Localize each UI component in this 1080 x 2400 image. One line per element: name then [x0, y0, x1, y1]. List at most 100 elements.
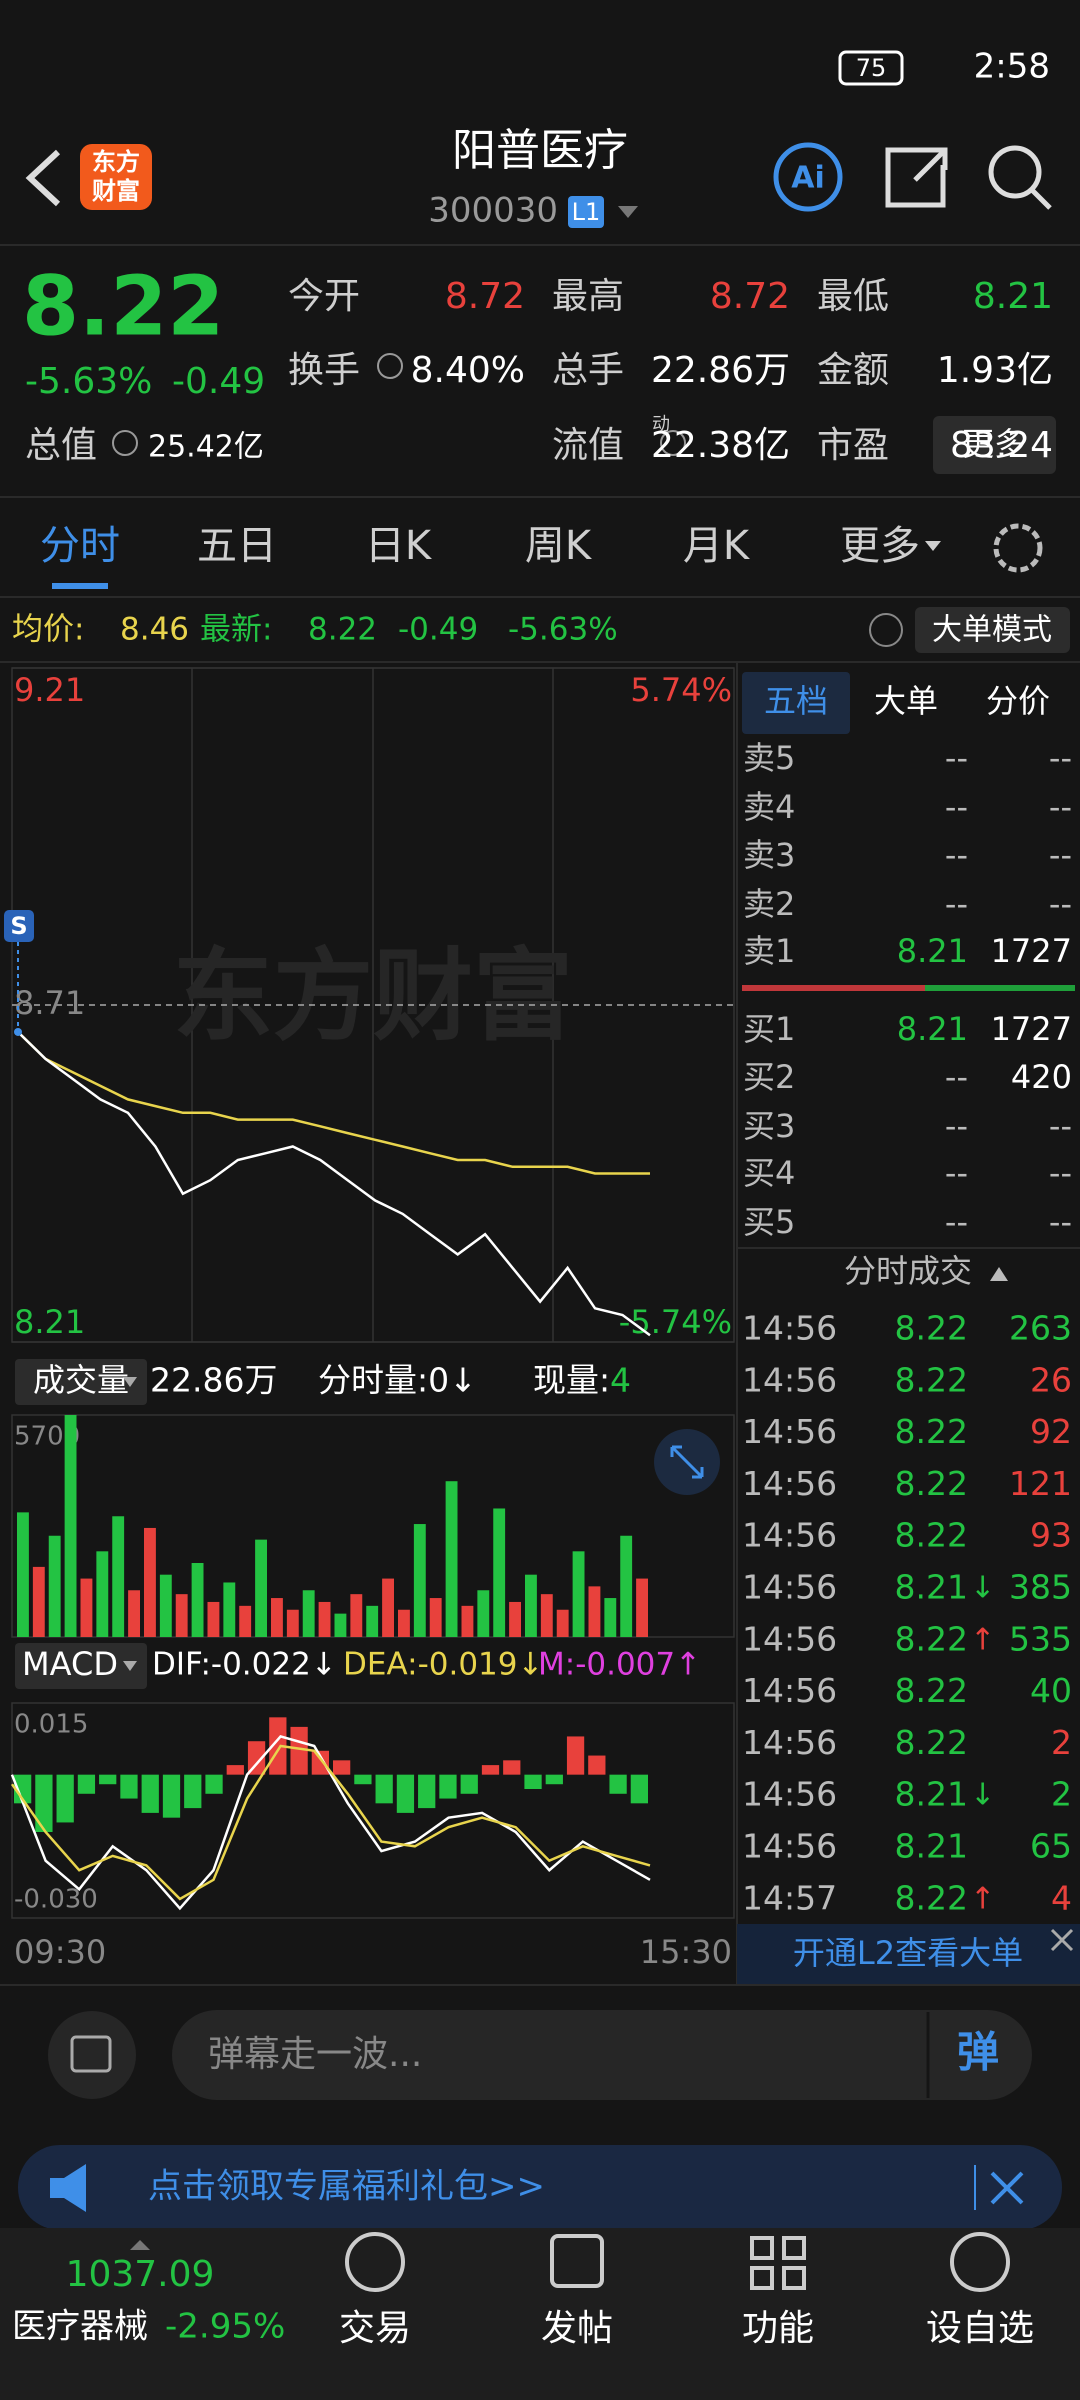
macd-bar [418, 1774, 436, 1809]
volume-bar [525, 1574, 537, 1637]
danmaku-button[interactable]: 弹 [957, 2028, 999, 2077]
volume-bar [17, 1512, 29, 1637]
info-icon [112, 430, 138, 456]
book-tab[interactable]: 五档 [764, 682, 828, 720]
promo-close[interactable] [990, 2171, 1024, 2205]
volume-title: 成交量 [33, 1361, 129, 1399]
settings-button[interactable] [993, 523, 1043, 573]
tab[interactable]: 分时 [40, 523, 120, 569]
book-label: 买5 [743, 1203, 795, 1241]
volume-selector[interactable] [15, 1359, 147, 1405]
logo-text: 东方 [92, 148, 140, 176]
index-change: -2.95% [165, 2307, 285, 2347]
level-badge [568, 196, 604, 228]
nav-item[interactable]: 设自选 [926, 2308, 1034, 2349]
volume-bar [429, 1598, 442, 1637]
comment-placeholder: 弹幕走一波... [208, 2034, 422, 2075]
book-price: -- [945, 1058, 968, 1096]
search-handle [1030, 188, 1052, 210]
danmaku-settings[interactable] [48, 2011, 136, 2099]
macd-bar [333, 1760, 351, 1775]
volume-bar [461, 1605, 474, 1637]
promo-banner[interactable] [18, 2145, 1062, 2230]
trade-time: 14:56 [742, 1412, 837, 1451]
ai-button[interactable] [773, 142, 843, 212]
macd-bar [14, 1774, 32, 1804]
avg-value: 8.46 [120, 612, 189, 648]
tab[interactable]: 日K [365, 523, 433, 569]
close-icon[interactable] [1050, 1928, 1074, 1952]
book-price: 8.21 [897, 1010, 968, 1048]
volume-bar [572, 1551, 585, 1637]
tab-caret [925, 541, 941, 551]
macd-bar [630, 1774, 648, 1804]
more-button[interactable] [933, 416, 1056, 474]
volume-bar [159, 1574, 172, 1637]
comment-input[interactable] [172, 2010, 1032, 2100]
bottom-nav [0, 2228, 1080, 2400]
macd-bar [247, 1741, 266, 1775]
volume-bar [366, 1605, 379, 1637]
help-icon[interactable] [869, 613, 903, 647]
active-book-tab [742, 672, 850, 734]
tab[interactable]: 周K [525, 523, 593, 569]
field-value: 8.21 [973, 276, 1053, 317]
info-icon [660, 430, 686, 456]
y-tick-label: 9.21 [14, 671, 85, 709]
marker-box [4, 910, 34, 942]
expand-icon [670, 1445, 704, 1479]
mode-button[interactable] [915, 607, 1070, 653]
book-label: 买4 [743, 1154, 795, 1192]
price-line [17, 1031, 650, 1175]
trade-volume: 93 [1030, 1516, 1072, 1555]
tab[interactable]: 更多 [840, 523, 920, 569]
book-price: -- [945, 836, 968, 874]
book-volume: -- [1049, 739, 1072, 777]
index-name: 医疗器械 [12, 2307, 148, 2347]
tab[interactable]: 五日 [197, 523, 277, 569]
function-icon [750, 2236, 806, 2290]
trade-time: 14:56 [742, 1516, 837, 1555]
volume-bar [493, 1508, 506, 1637]
book-price: -- [945, 788, 968, 826]
search-button[interactable] [988, 145, 1042, 199]
volume-bar [255, 1539, 267, 1637]
latest-change: -0.49 [398, 612, 478, 648]
logo-text: 财富 [92, 177, 140, 205]
trade-arrow: ↑ [970, 1622, 995, 1657]
volume-bar [271, 1598, 283, 1637]
nav-item[interactable]: 交易 [339, 2308, 411, 2349]
volume-bar [318, 1601, 331, 1637]
book-tab[interactable]: 大单 [874, 682, 938, 720]
tab[interactable]: 月K [683, 523, 751, 569]
nav-item[interactable]: 发帖 [541, 2308, 613, 2349]
book-volume: 420 [1011, 1058, 1072, 1096]
trade-arrow: ↓ [970, 1571, 995, 1606]
icon-part [750, 2266, 774, 2290]
trade-icon [345, 2232, 405, 2292]
trade-volume: 40 [1030, 1671, 1072, 1710]
book-volume: -- [1049, 1107, 1072, 1145]
macd-selector[interactable] [15, 1643, 147, 1689]
y2-tick-label: -5.74% [619, 1303, 732, 1341]
book-price: -- [945, 1107, 968, 1145]
y-tick-label: -0.030 [14, 1885, 98, 1915]
volume-bar [620, 1535, 633, 1637]
back-button[interactable] [25, 149, 61, 207]
book-label: 买2 [743, 1058, 795, 1096]
trade-price: 8.21 [895, 1775, 968, 1814]
trade-price: 8.22 [895, 1412, 968, 1451]
volume-bar [128, 1590, 140, 1637]
avg-label: 均价: [12, 612, 84, 648]
l2-banner[interactable] [737, 1924, 1080, 1985]
macd-bar [354, 1774, 372, 1785]
share-button[interactable] [885, 147, 948, 208]
more-label: 更多 [962, 425, 1026, 463]
watermark: 东方财富 [173, 937, 573, 1054]
book-tab[interactable]: 分价 [986, 682, 1050, 720]
stock-code: 300030 [428, 191, 558, 231]
trade-price: 8.22 [895, 1619, 968, 1658]
danmaku-icon [70, 2035, 112, 2073]
latest-label: 最新: [200, 612, 272, 648]
nav-item[interactable]: 功能 [742, 2308, 814, 2349]
